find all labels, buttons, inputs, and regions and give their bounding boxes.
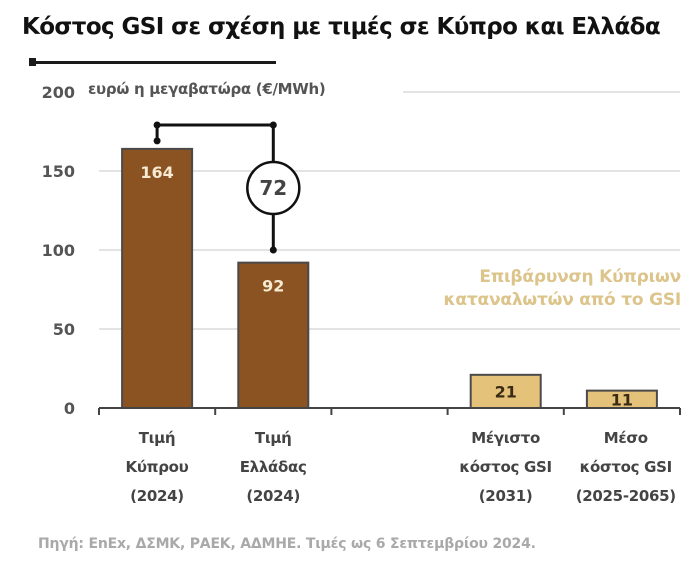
gsi-annotation-line-1: Επιβάρυνση Κύπριων [479,267,681,287]
x-category-label-line: (2031) [478,487,533,505]
difference-value-label: 72 [259,176,287,200]
x-category-label-line: Ελλάδας [239,458,307,476]
x-category-label: Τιμή Ελλάδας (2024) [215,424,331,511]
gridlines [99,91,680,330]
bracket-dot [269,246,277,254]
x-axis [98,407,681,415]
x-category-label-line [331,482,447,511]
y-tick-label: 0 [64,399,75,418]
y-tick-label: 50 [53,320,75,339]
bracket-dot [153,137,161,145]
x-category-label-line: (2025-2065) [575,487,676,505]
bar-gsi [469,373,542,410]
title-underline-cap [29,58,36,66]
gsi-annotation-line-2: καταναλωτών από το GSI [443,290,682,310]
x-category-label-line: κόστος GSI [459,458,552,476]
bar-value-label: 164 [140,163,173,182]
x-category-label-line: Τιμή [254,429,292,447]
gsi-annotation: Επιβάρυνση Κύπριων καταναλωτών από το GS… [444,266,682,312]
x-category-label-line: Μέσο [603,429,648,447]
bracket-dot [153,121,161,129]
y-tick-label: 150 [42,162,75,181]
bar-value-label: 21 [495,382,517,401]
x-category-label [331,424,447,511]
x-category-label-line: (2024) [246,487,301,505]
chart-title: Κόστος GSI σε σχέση με τιμές σε Κύπρο κα… [22,14,661,40]
x-category-label-line: Τιμή [138,429,176,447]
y-axis-ticks: 0 50 100 150 200 [42,83,75,418]
x-category-label: Μέσο κόστος GSI (2025-2065) [568,424,684,511]
difference-bracket: 72 [153,121,301,254]
x-category-label-line [331,453,447,482]
bar-price [237,261,310,410]
x-category-label-line: Κύπρου [125,458,189,476]
x-category-label-line: κόστος GSI [579,458,673,476]
y-tick-label: 100 [42,241,75,260]
source-note: Πηγή: EnEx, ΔΣΜΚ, ΡΑΕΚ, ΑΔΜΗΕ. Τιμές ως … [38,536,536,552]
x-category-label-line [331,424,447,453]
bar-value-label: 92 [262,277,284,296]
x-category-label-line: Μέγιστο [471,429,540,447]
difference-circle [246,160,301,216]
bracket-dot [269,121,277,129]
title-underline [30,61,276,64]
bars: 164 92 21 11 [121,147,658,410]
x-category-label: Μέγιστο κόστος GSI (2031) [448,424,564,511]
y-axis-unit-label: ευρώ η μεγαβατώρα (€/MWh) [88,80,326,98]
bar-price [121,147,194,409]
x-category-label: Τιμή Κύπρου (2024) [99,424,215,511]
y-tick-label: 200 [42,83,75,102]
bar-value-label: 11 [611,390,633,409]
x-category-label-line: (2024) [130,487,184,505]
